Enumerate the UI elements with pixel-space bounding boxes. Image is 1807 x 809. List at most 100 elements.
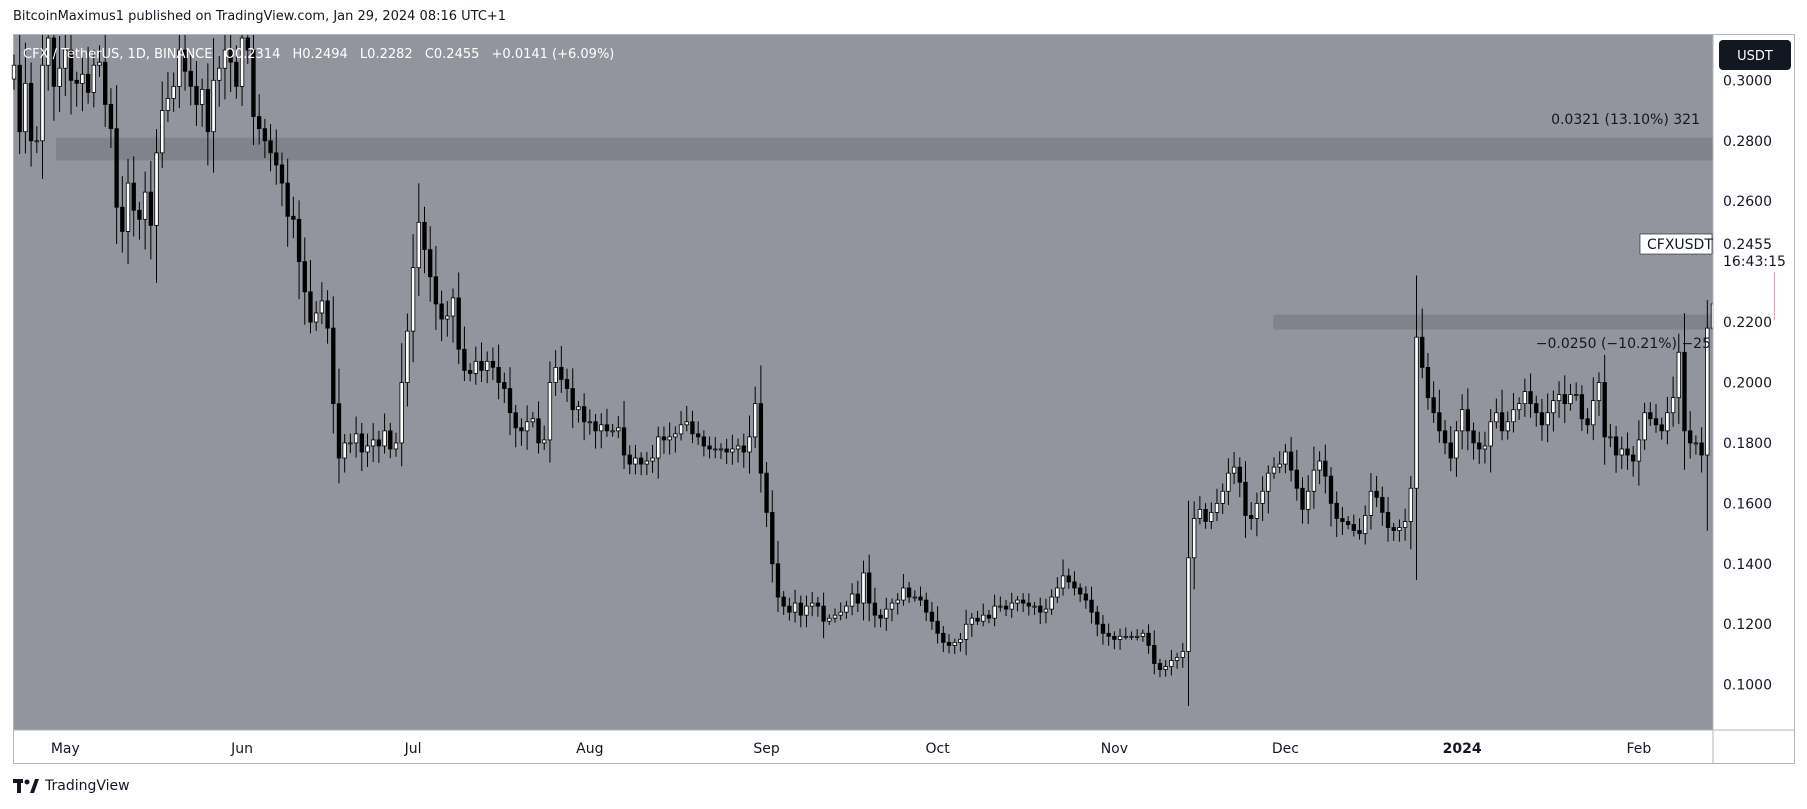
candle: [1636, 420, 1642, 486]
candle: [245, 35, 250, 64]
candle: [1511, 393, 1516, 433]
time-axis[interactable]: May Jun Jul Aug Sep Oct Nov Dec 2024 Feb: [14, 729, 1794, 757]
y-tick-label: 0.1200: [1723, 617, 1772, 633]
candle: [1568, 383, 1573, 411]
candle: [1676, 333, 1681, 424]
candle: [1380, 486, 1385, 526]
candle: [1591, 377, 1596, 441]
candle: [217, 55, 222, 107]
candle: [342, 434, 347, 473]
candle: [1266, 465, 1271, 514]
candle: [810, 591, 815, 617]
candle: [906, 581, 912, 603]
legend-open-label: O: [225, 47, 235, 62]
legend-high-value: 0.2494: [302, 47, 348, 62]
candle: [1545, 393, 1550, 443]
candle: [1454, 421, 1459, 477]
candle: [536, 401, 541, 454]
legend-open-value: 0.2314: [235, 47, 281, 62]
candle: [1015, 596, 1020, 612]
candle: [1437, 389, 1442, 443]
candle: [832, 608, 838, 623]
candle: [1186, 500, 1191, 706]
candle: [177, 35, 182, 108]
candle: [656, 426, 661, 479]
candle: [1254, 492, 1260, 537]
candle: [1271, 457, 1277, 479]
candle: [1237, 457, 1242, 498]
candle: [730, 434, 735, 465]
candle: [861, 560, 866, 621]
candle: [1596, 372, 1602, 416]
candle: [650, 445, 655, 473]
candle: [439, 290, 444, 342]
candle: [120, 176, 125, 253]
zone-0: [56, 137, 1713, 161]
candle: [251, 35, 256, 146]
candle: [912, 590, 917, 602]
candle: [1089, 586, 1094, 624]
measure-label-lower: −0.0250 (−10.21%) −25: [1536, 336, 1711, 352]
candle: [291, 196, 296, 239]
x-tick-label: Oct: [926, 741, 951, 757]
candle: [741, 433, 746, 468]
candle: [1003, 600, 1009, 617]
candle: [1408, 476, 1413, 550]
candle: [1209, 502, 1214, 530]
candle: [724, 438, 729, 464]
candle: [371, 423, 376, 463]
legend-symbol: CFX / TetherUS, 1D, BINANCE: [23, 47, 212, 62]
candle: [1345, 515, 1351, 530]
candle: [11, 54, 17, 90]
candle: [1288, 437, 1294, 482]
candle: [256, 94, 262, 145]
candle: [1077, 583, 1083, 603]
candle: [171, 72, 176, 112]
candle: [1414, 275, 1419, 581]
candle: [1163, 660, 1168, 677]
candle: [1556, 381, 1562, 418]
price-axis[interactable]: 0.1000 0.1200 0.1400 0.1600 0.1800 0.2000 0.22…: [1712, 35, 1794, 763]
candle: [74, 71, 79, 107]
candle: [1420, 308, 1425, 379]
candle: [1357, 518, 1362, 540]
candle: [792, 589, 798, 623]
candle: [519, 418, 524, 446]
currency-button[interactable]: USDT: [1719, 40, 1791, 70]
y-tick-label: 0.2600: [1723, 194, 1772, 210]
candle: [747, 415, 752, 474]
candle: [428, 226, 433, 302]
candle: [279, 152, 285, 207]
candle: [1174, 652, 1180, 669]
candle: [1608, 423, 1613, 448]
candle: [1363, 505, 1368, 545]
legend-close-value: 0.2455: [434, 47, 480, 62]
candle: [1516, 397, 1522, 420]
candle: [929, 601, 935, 630]
candle: [1169, 649, 1174, 676]
candle: [1631, 446, 1636, 477]
candle: [998, 596, 1003, 612]
candle: [1534, 395, 1539, 427]
candle: [701, 430, 707, 457]
ohlc-legend: CFX / TetherUS, 1D, BINANCE O0.2314 H0.2…: [23, 47, 614, 62]
candle: [901, 573, 906, 606]
candle: [1374, 475, 1379, 507]
candle: [1277, 451, 1282, 474]
candle: [707, 436, 712, 459]
candle: [1146, 624, 1151, 654]
price-tag-countdown: 16:43:15: [1723, 254, 1786, 270]
legend-change: +0.0141 (+6.09%): [492, 47, 615, 62]
candle: [359, 422, 364, 472]
candle: [804, 595, 809, 628]
candle: [63, 35, 68, 96]
footer-brand[interactable]: TradingView: [13, 778, 130, 794]
candle: [1340, 506, 1345, 535]
candle: [1180, 642, 1185, 668]
candle: [593, 413, 598, 449]
candle: [222, 35, 228, 100]
candle: [1134, 629, 1140, 641]
candle: [114, 85, 119, 244]
candles: [11, 35, 1727, 706]
